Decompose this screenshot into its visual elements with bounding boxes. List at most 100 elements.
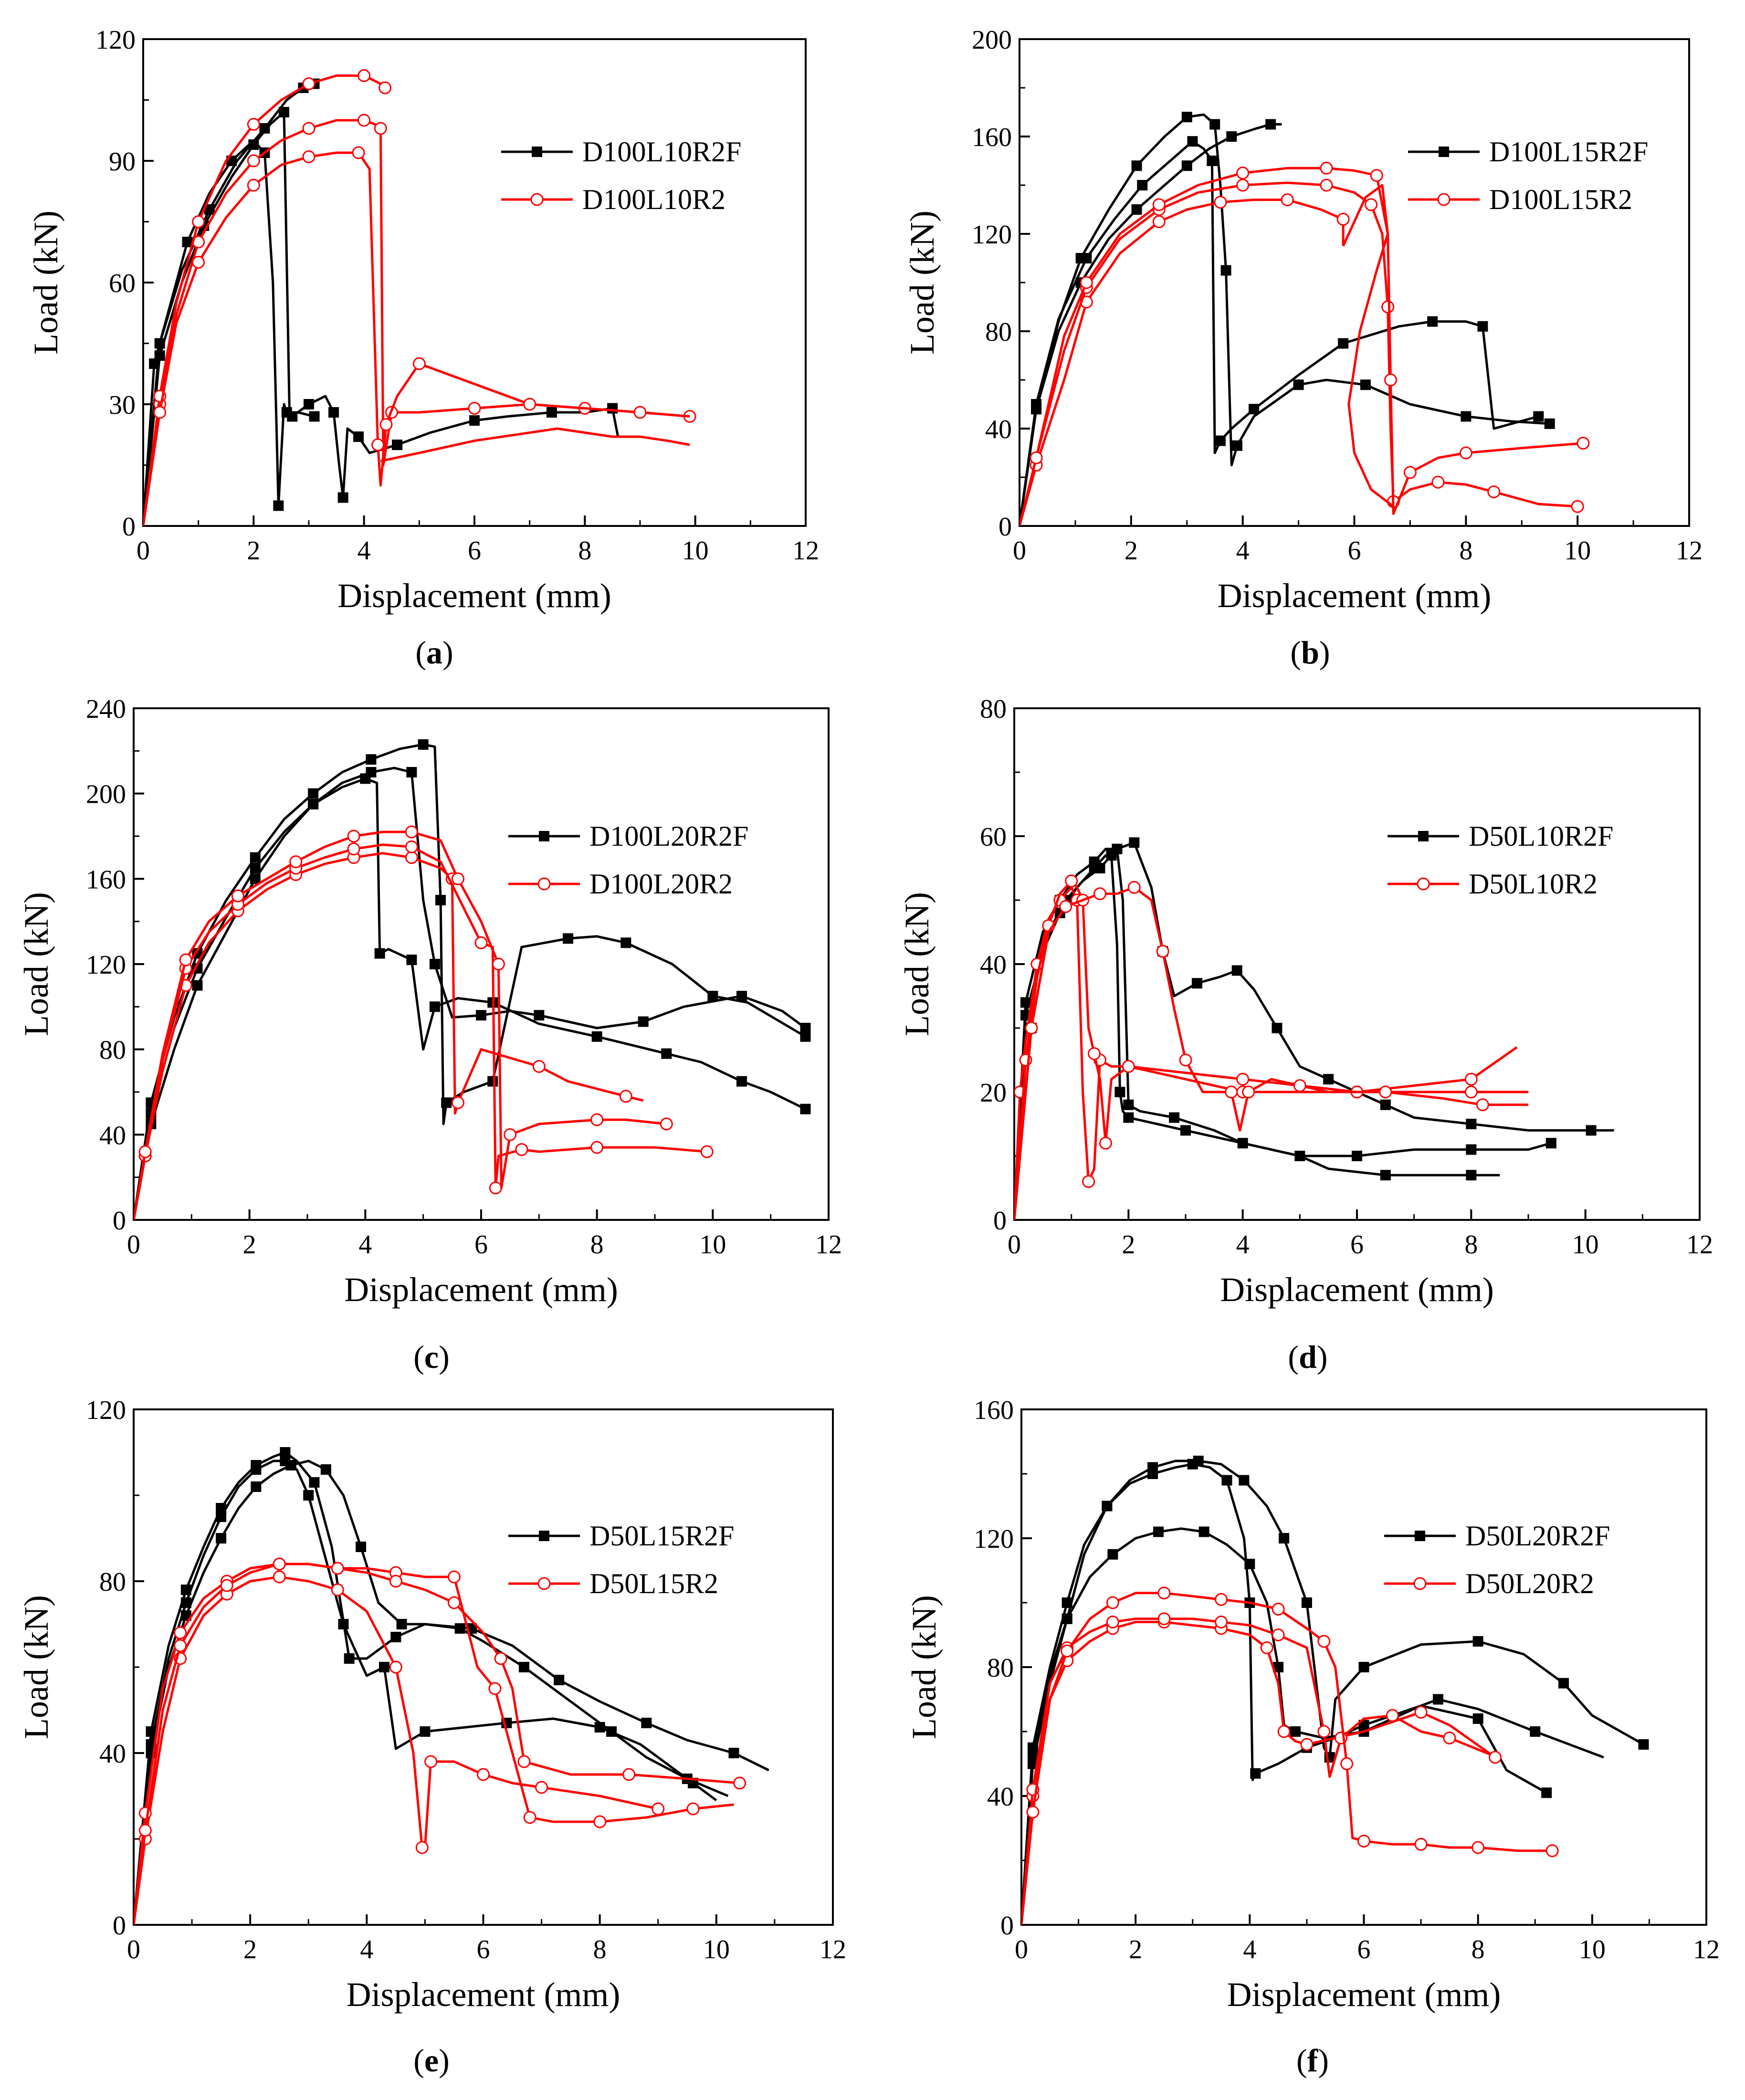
data-point-D100L20R2F (441, 1097, 452, 1108)
data-point-D50L10R2 (1242, 1085, 1255, 1099)
x-tick-label: 12 (1676, 536, 1703, 566)
data-point-D50L15R2 (174, 1639, 187, 1652)
series-line-D100L15R2 (1020, 181, 1578, 526)
data-point-D50L15R2F (216, 1533, 227, 1544)
data-point-D50L20R2F (1290, 1726, 1301, 1737)
data-point-D50L15R2F (180, 1585, 191, 1595)
data-point-D50L20R2 (1272, 1628, 1285, 1641)
data-point-D100L15R2 (1403, 466, 1417, 479)
data-point-D100L15R2 (1370, 169, 1383, 182)
data-point-D50L20R2 (1357, 1835, 1370, 1848)
data-point-D100L15R2 (1236, 167, 1250, 179)
data-point-D100L10R2 (192, 215, 205, 228)
data-point-D100L10R2 (468, 402, 481, 415)
data-point-D50L10R2F (1123, 1099, 1134, 1110)
data-point-D50L15R2F (378, 1662, 389, 1672)
data-point-D50L10R2F (1352, 1151, 1362, 1161)
data-point-D100L20R2 (619, 1090, 632, 1103)
data-point-D50L15R2 (389, 1575, 402, 1588)
data-point-D100L20R2F (707, 991, 718, 1001)
data-point-D50L15R2F (554, 1675, 565, 1685)
data-point-D100L20R2 (179, 953, 192, 966)
x-tick-label: 8 (593, 1935, 607, 1964)
x-tick-label: 2 (1129, 1935, 1142, 1964)
data-point-D100L15R2F (1181, 160, 1192, 171)
data-point-D100L15R2 (1214, 196, 1227, 209)
data-point-D50L10R2 (1464, 1072, 1478, 1086)
data-point-D100L20R2 (138, 1145, 152, 1158)
y-axis-title: Load (kN) (27, 210, 65, 355)
data-point-D100L20R2F (250, 852, 261, 863)
data-point-D50L15R2 (477, 1768, 490, 1781)
x-tick-label: 4 (1236, 1230, 1250, 1260)
data-point-D100L20R2 (289, 855, 303, 869)
legend-marker (532, 147, 542, 157)
data-point-D100L20R2 (590, 1113, 604, 1126)
series-line-D50L15R2F (134, 1451, 729, 1925)
data-point-D100L15R2F (1207, 156, 1218, 166)
data-point-D50L15R2F (303, 1490, 314, 1501)
y-axis-title: Load (kN) (905, 1595, 943, 1739)
data-point-D50L15R2F (320, 1464, 331, 1475)
data-point-D100L10R2F (154, 338, 165, 349)
y-tick-label: 30 (109, 390, 136, 420)
panel-caption: (d) (1288, 1339, 1327, 1375)
x-tick-label: 12 (820, 1935, 846, 1964)
y-tick-label: 40 (985, 415, 1012, 444)
x-tick-label: 4 (357, 536, 371, 566)
series-line-D50L15R2 (134, 1575, 659, 1925)
x-axis-title: Displacement (mm) (1218, 577, 1492, 615)
legend-label: D100L20R2F (589, 820, 748, 852)
data-point-D100L15R2F (1226, 131, 1237, 142)
data-point-D50L20R2F (1541, 1787, 1552, 1798)
data-point-D50L10R2 (1179, 1053, 1192, 1067)
data-point-D100L20R2 (590, 1141, 604, 1154)
series-line-D100L10R2 (380, 427, 690, 462)
legend: D100L15R2F D100L15R2 (1408, 136, 1648, 215)
data-point-D100L10R2F (182, 237, 193, 247)
data-point-D50L10R2F (1169, 1112, 1180, 1123)
series-line-D100L15R2 (1020, 167, 1584, 526)
legend-label: D100L20R2 (589, 868, 733, 900)
legend-marker (539, 831, 549, 841)
data-point-D50L15R2 (424, 1755, 438, 1768)
data-point-D100L15R2F (1338, 338, 1349, 349)
data-point-D100L10R2 (247, 118, 260, 131)
x-tick-label: 10 (1564, 536, 1591, 566)
x-tick-label: 6 (1357, 1935, 1371, 1964)
y-tick-label: 40 (99, 1121, 126, 1150)
x-tick-label: 10 (1572, 1230, 1599, 1260)
data-point-D100L20R2F (250, 873, 261, 884)
series-line-D100L10R2 (143, 151, 690, 526)
data-point-D100L10R2 (153, 406, 167, 419)
data-point-D100L10R2 (523, 398, 536, 411)
data-point-D100L15R2F (1360, 379, 1371, 390)
x-tick-label: 6 (1348, 536, 1361, 566)
x-tick-label: 10 (699, 1230, 726, 1260)
data-point-D100L10R2 (371, 438, 385, 452)
data-point-D50L10R2 (1099, 1136, 1112, 1150)
data-point-D50L15R2F (390, 1632, 401, 1642)
data-point-D50L10R2 (1476, 1098, 1489, 1112)
data-point-D100L20R2 (347, 842, 360, 856)
data-point-D50L20R2F (1301, 1597, 1312, 1608)
data-point-D100L20R2F (418, 739, 429, 750)
series-line-D100L20R2F (134, 777, 806, 1220)
x-axis-title: Displacement (mm) (344, 1270, 618, 1309)
data-point-D50L10R2 (1127, 881, 1141, 894)
data-point-D50L15R2F (396, 1619, 407, 1629)
x-tick-label: 10 (703, 1935, 730, 1964)
data-point-D100L15R2 (1320, 161, 1333, 175)
x-tick-label: 8 (1464, 1230, 1478, 1260)
data-point-D100L10R2F (259, 123, 270, 134)
data-point-D50L20R2F (1244, 1559, 1255, 1569)
data-point-D50L20R2 (1272, 1603, 1285, 1616)
data-point-D50L20R2 (1414, 1706, 1428, 1719)
x-tick-label: 8 (1472, 1935, 1485, 1964)
data-point-D100L20R2 (489, 1181, 502, 1195)
y-tick-label: 0 (1000, 1911, 1014, 1941)
legend-label: D100L15R2F (1489, 136, 1648, 168)
data-point-D50L10R2F (1191, 978, 1202, 989)
